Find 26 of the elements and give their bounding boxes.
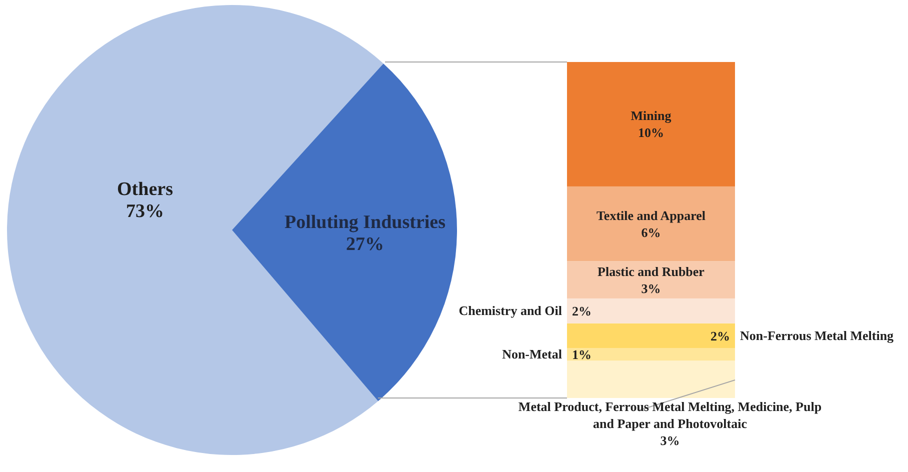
series-label: Metal Product, Ferrous Metal Melting, Medicine, Pulp and Paper and Photovoltaic <box>518 399 822 431</box>
data-label: 27% <box>346 234 384 255</box>
bar <box>567 186 735 262</box>
data-label: 6% <box>641 224 661 240</box>
bar <box>567 261 735 298</box>
series-label: Mining <box>630 108 672 124</box>
bar <box>567 323 735 348</box>
series-label: Non-Ferrous Metal Melting <box>740 328 894 343</box>
bar <box>567 298 735 324</box>
bar <box>567 348 735 361</box>
data-label: 1% <box>572 346 592 362</box>
series-label: Plastic and Rubber <box>598 264 705 279</box>
bar <box>567 62 735 186</box>
data-label: 10% <box>638 125 664 140</box>
bar <box>567 360 735 398</box>
data-label: 2% <box>572 303 592 318</box>
slice-label: Polluting Industries <box>284 212 446 233</box>
slice-label: Others <box>117 179 173 200</box>
data-label: 2% <box>710 328 730 344</box>
series-label: Textile and Apparel <box>596 208 706 223</box>
series-label: Non-Metal <box>502 346 562 362</box>
data-label: 3% <box>641 280 661 296</box>
data-label: 3% <box>660 433 680 448</box>
pie-slice <box>232 64 457 402</box>
data-label: 73% <box>126 201 164 222</box>
series-label: Chemistry and Oil <box>458 302 562 318</box>
